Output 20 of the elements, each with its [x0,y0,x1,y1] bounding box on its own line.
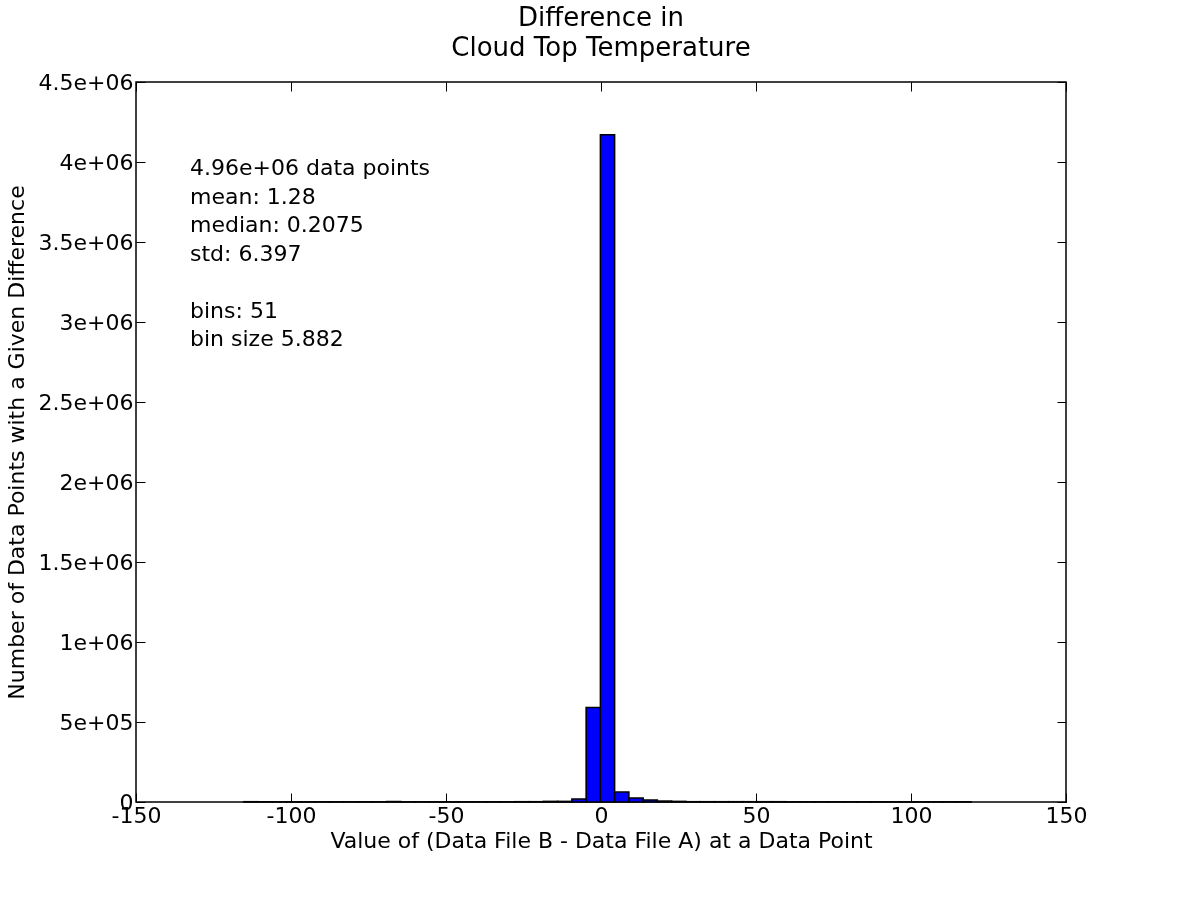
x-tick-label: 100 [890,802,933,828]
x-axis-title: Value of (Data File B - Data File A) at a Data Point [330,827,873,853]
x-tick-label: 150 [1045,802,1088,828]
y-tick-label: 2.5e+06 [38,389,134,415]
x-tick-label: -50 [428,802,465,828]
annotation: bins: 51 bin size 5.882 [190,297,344,351]
y-tick-label: 4.5e+06 [38,69,134,95]
y-tick-label: 5e+05 [59,709,134,735]
chart-title: Difference in Cloud Top Temperature [451,2,751,62]
x-tick-label: 0 [594,802,609,828]
y-tick-label: 1.5e+06 [38,549,134,575]
y-tick-label: 4e+06 [59,149,134,175]
y-tick-label: 1e+06 [59,629,134,655]
annotation: 4.96e+06 data points mean: 1.28 median: 0.2075 std: 6.397 [190,155,431,266]
x-tick-label: 50 [742,802,771,828]
y-tick-label: 2e+06 [59,469,134,495]
y-tick-label: 3e+06 [59,309,134,335]
y-axis-title: Number of Data Points with a Given Difference [3,185,29,700]
y-tick-label: 3.5e+06 [38,229,134,255]
x-tick-label: -100 [266,802,317,828]
